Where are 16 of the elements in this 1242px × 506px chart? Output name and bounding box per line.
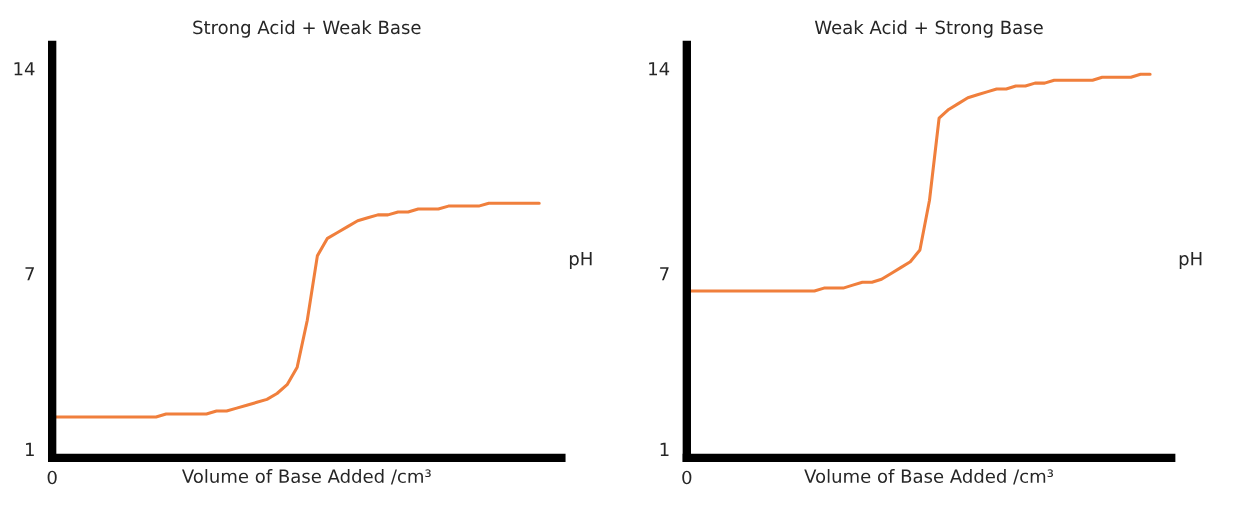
y-tick-label: 1	[25, 442, 34, 456]
x-axis-title: Volume of Base Added /cm³	[181, 469, 431, 485]
chart-title: Strong Acid + Weak Base	[193, 20, 421, 38]
y-tick-label: 1	[660, 442, 669, 456]
y-tick-label: 7	[660, 267, 669, 281]
y-axis-title: pH	[1179, 252, 1202, 269]
y-tick-label: 14	[14, 62, 35, 76]
y-tick-label: 14	[649, 62, 670, 76]
text: 0	[682, 470, 692, 485]
y-tick-label: 7	[25, 267, 34, 281]
y-axis-title: pH	[569, 252, 592, 269]
line-series	[688, 72, 1152, 293]
text: 0	[47, 470, 57, 485]
line-series	[53, 201, 541, 419]
x-axis-title: Volume of Base Added /cm³	[804, 469, 1054, 485]
chart-title: Weak Acid + Strong Base	[814, 20, 1043, 38]
